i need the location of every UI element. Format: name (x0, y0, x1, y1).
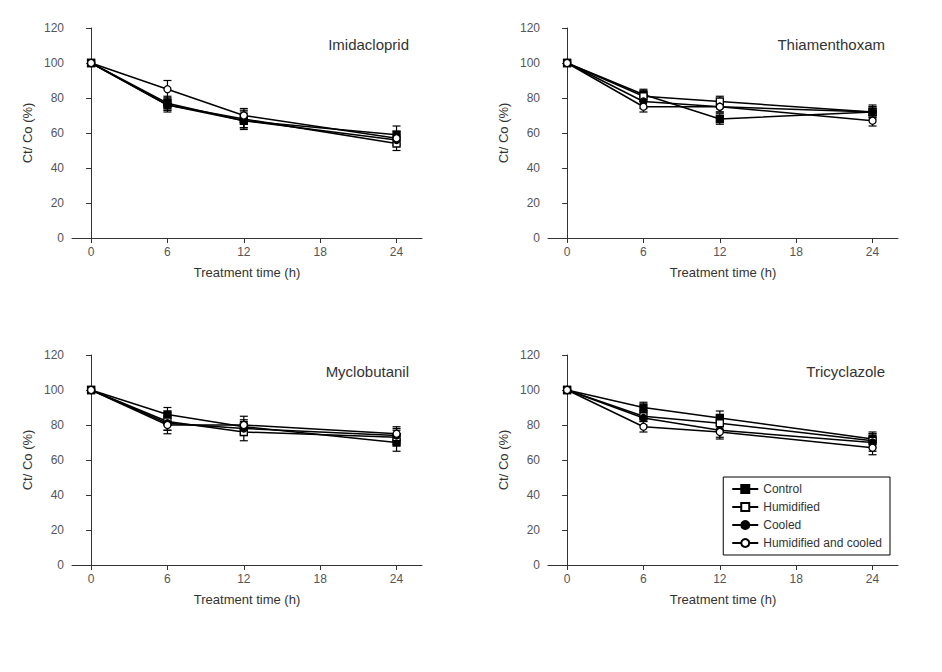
svg-text:0: 0 (564, 572, 571, 586)
svg-text:80: 80 (51, 418, 65, 432)
svg-text:18: 18 (790, 245, 804, 259)
svg-text:80: 80 (527, 91, 541, 105)
svg-text:40: 40 (51, 161, 65, 175)
svg-text:0: 0 (57, 231, 64, 245)
svg-text:0: 0 (88, 572, 95, 586)
svg-text:120: 120 (44, 348, 64, 362)
svg-text:Ct/ Co (%): Ct/ Co (%) (20, 430, 35, 491)
svg-text:0: 0 (564, 245, 571, 259)
svg-text:120: 120 (520, 21, 540, 35)
svg-text:120: 120 (44, 21, 64, 35)
svg-text:24: 24 (866, 572, 880, 586)
svg-text:Thiamenthoxam: Thiamenthoxam (777, 36, 885, 53)
svg-text:0: 0 (533, 558, 540, 572)
svg-text:6: 6 (640, 245, 647, 259)
svg-text:Ct/ Co (%): Ct/ Co (%) (20, 103, 35, 164)
svg-text:Humidified: Humidified (763, 500, 820, 514)
svg-text:100: 100 (44, 383, 64, 397)
svg-text:100: 100 (520, 56, 540, 70)
svg-text:Ct/ Co (%): Ct/ Co (%) (496, 103, 511, 164)
svg-text:40: 40 (51, 488, 65, 502)
svg-text:20: 20 (527, 523, 541, 537)
svg-text:Treatment time (h): Treatment time (h) (670, 592, 776, 607)
svg-text:40: 40 (527, 488, 541, 502)
svg-text:18: 18 (314, 572, 328, 586)
svg-text:80: 80 (51, 91, 65, 105)
svg-text:100: 100 (520, 383, 540, 397)
svg-text:6: 6 (164, 245, 171, 259)
svg-text:18: 18 (314, 245, 328, 259)
svg-text:12: 12 (713, 572, 727, 586)
svg-text:80: 80 (527, 418, 541, 432)
svg-text:Treatment time (h): Treatment time (h) (194, 265, 300, 280)
svg-text:18: 18 (790, 572, 804, 586)
svg-text:20: 20 (51, 523, 65, 537)
svg-text:24: 24 (390, 572, 404, 586)
svg-text:6: 6 (164, 572, 171, 586)
svg-text:20: 20 (527, 196, 541, 210)
svg-text:60: 60 (51, 453, 65, 467)
svg-text:0: 0 (88, 245, 95, 259)
svg-text:6: 6 (640, 572, 647, 586)
svg-text:0: 0 (57, 558, 64, 572)
svg-text:Cooled: Cooled (763, 518, 801, 532)
svg-text:Tricyclazole: Tricyclazole (806, 363, 885, 380)
svg-text:24: 24 (866, 245, 880, 259)
svg-text:Treatment time (h): Treatment time (h) (194, 592, 300, 607)
svg-text:120: 120 (520, 348, 540, 362)
svg-text:12: 12 (237, 572, 251, 586)
svg-text:60: 60 (527, 126, 541, 140)
svg-text:40: 40 (527, 161, 541, 175)
svg-text:100: 100 (44, 56, 64, 70)
svg-text:0: 0 (533, 231, 540, 245)
svg-text:Treatment time (h): Treatment time (h) (670, 265, 776, 280)
svg-text:Imidacloprid: Imidacloprid (328, 36, 409, 53)
svg-text:60: 60 (51, 126, 65, 140)
svg-text:Ct/ Co (%): Ct/ Co (%) (496, 430, 511, 491)
svg-text:12: 12 (713, 245, 727, 259)
svg-text:12: 12 (237, 245, 251, 259)
svg-text:Control: Control (763, 482, 802, 496)
svg-text:Myclobutanil: Myclobutanil (326, 363, 409, 380)
svg-text:Humidified and cooled: Humidified and cooled (763, 536, 882, 550)
svg-text:60: 60 (527, 453, 541, 467)
svg-text:24: 24 (390, 245, 404, 259)
svg-text:20: 20 (51, 196, 65, 210)
